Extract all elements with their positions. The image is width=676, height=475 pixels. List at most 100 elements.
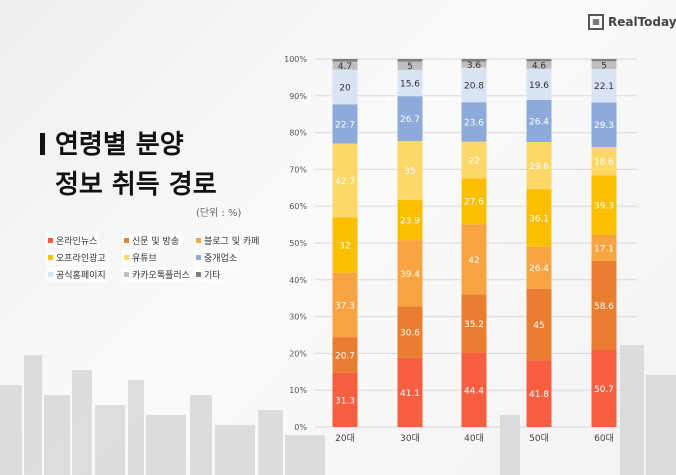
- data-label: 39.4: [400, 270, 420, 280]
- data-label: 15.6: [400, 80, 420, 90]
- bar-segment: [526, 288, 552, 361]
- y-tick-label: 100%: [284, 55, 307, 64]
- legend-item: 오프라인광고: [46, 250, 108, 265]
- bar-segment: [397, 59, 423, 62]
- data-label: 42: [468, 256, 479, 266]
- data-label: 37.3: [335, 301, 355, 311]
- data-label: 50.7: [594, 385, 614, 395]
- bar-segment: [591, 68, 617, 103]
- data-label: 22.1: [594, 82, 614, 92]
- data-label: 42.7: [335, 177, 355, 187]
- data-label: 41.1: [400, 389, 420, 399]
- legend-label: 온라인뉴스: [56, 237, 98, 247]
- data-label: 29.3: [594, 121, 614, 131]
- bar-segment: [461, 61, 487, 68]
- bar-segment: [461, 67, 487, 103]
- bar-segment: [332, 217, 358, 273]
- bar-segment: [526, 68, 552, 100]
- legend-swatch: [48, 272, 53, 277]
- title-text: 연령별 분양 정보 취득 경로: [55, 130, 217, 200]
- building-icon: ▦: [588, 14, 604, 30]
- bar-segment: [397, 141, 423, 200]
- data-label: 58.6: [594, 302, 614, 312]
- data-label: 44.4: [464, 386, 484, 396]
- data-label: 27.6: [464, 198, 484, 208]
- data-label: 30.6: [400, 329, 420, 339]
- y-tick-label: 60%: [289, 202, 307, 211]
- legend-swatch: [196, 272, 201, 277]
- legend-label: 공식홈페이지: [56, 271, 106, 281]
- bar-segment: [397, 96, 423, 142]
- bar-segment: [332, 59, 358, 62]
- data-label: 5: [601, 62, 607, 72]
- data-label: 41.8: [529, 390, 549, 400]
- data-label: 31.3: [335, 396, 355, 406]
- bar-segment: [591, 146, 617, 176]
- x-tick-label: 20대: [335, 433, 355, 444]
- legend-item: 공식홈페이지: [46, 267, 108, 282]
- data-label: 17.1: [594, 244, 614, 254]
- bar-segment: [397, 61, 423, 70]
- bar-segment: [526, 189, 552, 247]
- data-label: 35.2: [464, 320, 484, 330]
- data-label: 18.6: [594, 158, 614, 168]
- legend-item: 블로그 및 카페: [194, 233, 262, 248]
- bar-segment: [332, 272, 358, 338]
- chart-title: 연령별 분양 정보 취득 경로: [40, 125, 217, 205]
- bar-segment: [526, 141, 552, 190]
- legend-item: 유튜브: [122, 250, 159, 265]
- data-label: 20.7: [335, 352, 355, 362]
- y-tick-label: 70%: [289, 165, 307, 174]
- x-tick-label: 30대: [400, 433, 420, 444]
- data-label: 45: [533, 321, 544, 331]
- legend-label: 카카오톡플러스: [132, 271, 190, 281]
- bar-segment: [332, 143, 358, 218]
- legend-swatch: [124, 255, 129, 260]
- title-accent-bar: [40, 133, 45, 155]
- y-tick-label: 0%: [294, 423, 307, 432]
- data-label: 22.7: [335, 120, 355, 130]
- legend-swatch: [196, 238, 201, 243]
- bar-segment: [526, 360, 552, 427]
- legend-item: 온라인뉴스: [46, 233, 100, 248]
- bar-segment: [591, 102, 617, 147]
- data-label: 23.9: [400, 217, 420, 227]
- bar-segment: [332, 61, 358, 70]
- bar-segment: [461, 141, 487, 179]
- bar-segment: [591, 260, 617, 350]
- bar-segment: [397, 240, 423, 307]
- legend-swatch: [124, 272, 129, 277]
- legend-label: 중개업소: [204, 254, 238, 264]
- bar-segment: [461, 352, 487, 427]
- bar-segment: [397, 357, 423, 427]
- bar-segment: [591, 234, 617, 261]
- x-tick-label: 50대: [529, 433, 549, 444]
- bar-segment: [526, 61, 552, 69]
- city-skyline-decoration: [0, 345, 676, 475]
- bar-segment: [526, 99, 552, 142]
- legend-label: 오프라인광고: [56, 254, 106, 264]
- bar-segment: [332, 104, 358, 144]
- data-label: 20: [339, 84, 351, 94]
- y-tick-label: 20%: [289, 349, 307, 358]
- bar-segment: [591, 61, 617, 69]
- data-label: 36.1: [529, 214, 549, 224]
- y-tick-label: 80%: [289, 129, 307, 138]
- data-label: 19.6: [529, 81, 549, 91]
- data-label: 32: [339, 241, 350, 251]
- data-label: 4.6: [532, 62, 547, 72]
- data-label: 29.6: [529, 162, 549, 172]
- bar-segment: [461, 224, 487, 295]
- brand-logo: ▦ RealToday: [588, 14, 676, 30]
- bar-segment: [461, 294, 487, 353]
- y-tick-label: 30%: [289, 313, 307, 322]
- bar-segment: [332, 337, 358, 373]
- data-label: 5: [407, 62, 413, 72]
- y-tick-label: 40%: [289, 276, 307, 285]
- x-tick-label: 40대: [464, 433, 484, 444]
- legend-label: 신문 및 방송: [132, 237, 180, 247]
- bar-segment: [526, 246, 552, 289]
- data-label: 26.4: [529, 117, 549, 127]
- legend-swatch: [196, 255, 201, 260]
- bar-segment: [332, 69, 358, 105]
